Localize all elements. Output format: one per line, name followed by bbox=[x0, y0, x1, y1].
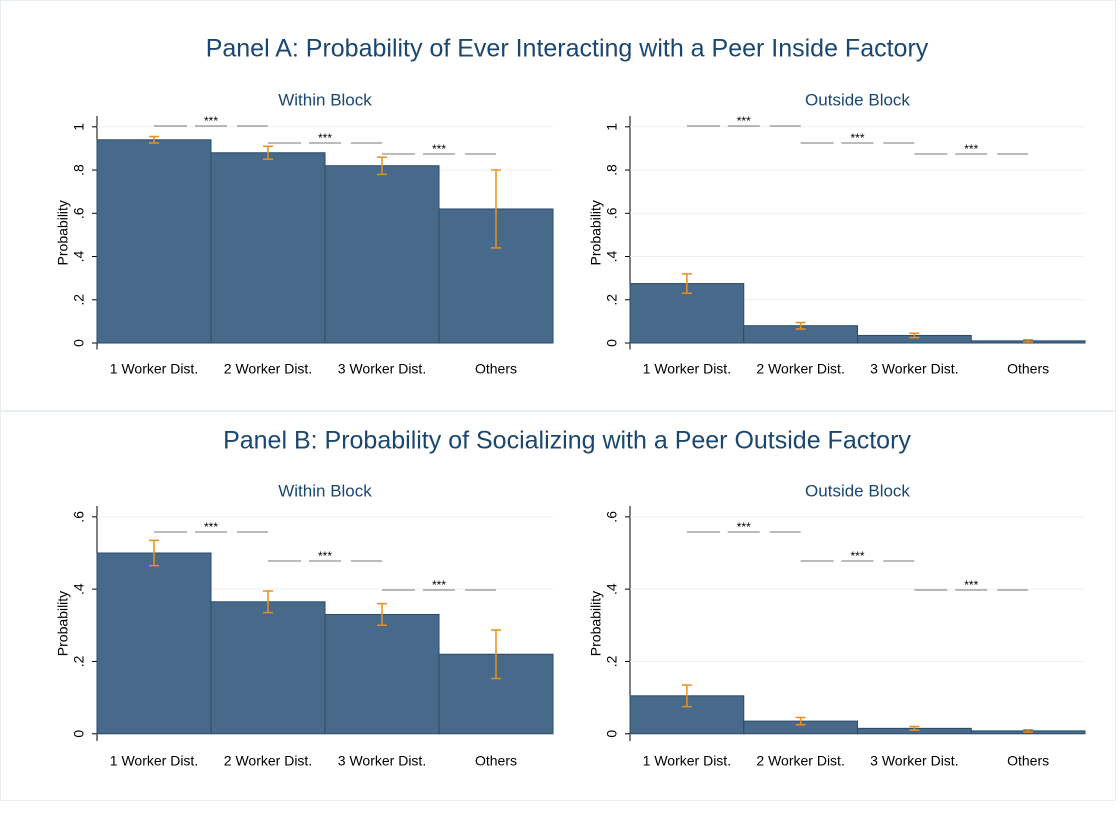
error-bar bbox=[263, 145, 273, 160]
error-bar bbox=[909, 725, 920, 731]
error-bar bbox=[149, 135, 159, 144]
y-axis-label: Probability bbox=[588, 200, 604, 265]
y-tick-label: .6 bbox=[71, 207, 87, 219]
error-bar bbox=[491, 169, 501, 249]
bar bbox=[210, 601, 326, 735]
x-tick-label: 3 Worker Dist. bbox=[870, 361, 958, 377]
y-tick-label: .6 bbox=[71, 511, 87, 523]
x-tick-label: 2 Worker Dist. bbox=[756, 361, 844, 377]
y-tick-label: 0 bbox=[604, 339, 620, 347]
bar bbox=[96, 139, 212, 344]
y-axis-label: Probability bbox=[55, 591, 71, 656]
y-tick-label: .6 bbox=[604, 511, 620, 523]
y-tick-label: .2 bbox=[71, 655, 87, 667]
panel-title: Panel A: Probability of Ever Interacting… bbox=[206, 35, 929, 63]
significance-label: *** bbox=[850, 549, 864, 563]
y-tick-label: .4 bbox=[604, 250, 620, 262]
x-tick-label: 1 Worker Dist. bbox=[110, 361, 198, 377]
x-tick-label: Others bbox=[1007, 753, 1049, 769]
significance-label: *** bbox=[737, 114, 751, 128]
y-tick-label: .8 bbox=[604, 164, 620, 176]
chart-title: Within Block bbox=[278, 481, 372, 500]
significance-label: *** bbox=[204, 520, 218, 534]
x-tick-label: 3 Worker Dist. bbox=[338, 361, 426, 377]
y-tick-label: .2 bbox=[604, 655, 620, 667]
significance-label: *** bbox=[964, 578, 978, 592]
error-bar bbox=[795, 321, 806, 330]
y-tick-label: 1 bbox=[604, 123, 620, 131]
y-tick-label: .6 bbox=[604, 207, 620, 219]
bar bbox=[210, 152, 326, 344]
y-tick-label: 0 bbox=[71, 339, 87, 347]
panel-title: Panel B: Probability of Socializing with… bbox=[223, 427, 911, 455]
y-tick-label: .4 bbox=[604, 583, 620, 595]
significance-label: *** bbox=[432, 142, 446, 156]
y-axis-label: Probability bbox=[55, 200, 71, 265]
y-tick-label: .4 bbox=[71, 583, 87, 595]
y-tick-label: 1 bbox=[71, 123, 87, 131]
bar bbox=[324, 165, 440, 344]
bar bbox=[324, 613, 440, 735]
y-tick-label: .2 bbox=[71, 294, 87, 306]
significance-label: *** bbox=[432, 578, 446, 592]
x-tick-label: 1 Worker Dist. bbox=[643, 753, 731, 769]
error-bar bbox=[377, 602, 387, 627]
y-axis-label: Probability bbox=[588, 591, 604, 656]
chart-title: Outside Block bbox=[805, 481, 910, 500]
y-tick-label: 0 bbox=[71, 730, 87, 738]
y-tick-label: .8 bbox=[71, 164, 87, 176]
significance-label: *** bbox=[737, 520, 751, 534]
y-tick-label: .4 bbox=[71, 250, 87, 262]
chart-title: Outside Block bbox=[805, 90, 910, 109]
x-tick-label: Others bbox=[1007, 361, 1049, 377]
x-tick-label: 2 Worker Dist. bbox=[224, 361, 312, 377]
error-bar bbox=[681, 684, 692, 708]
bar bbox=[96, 552, 212, 735]
x-tick-label: 2 Worker Dist. bbox=[756, 753, 844, 769]
error-bar bbox=[491, 629, 501, 680]
error-bar bbox=[909, 332, 920, 339]
x-tick-label: 3 Worker Dist. bbox=[338, 753, 426, 769]
error-bar bbox=[795, 716, 806, 726]
error-bar bbox=[1023, 729, 1034, 733]
y-tick-label: .2 bbox=[604, 294, 620, 306]
significance-label: *** bbox=[850, 131, 864, 145]
x-tick-label: 1 Worker Dist. bbox=[643, 361, 731, 377]
y-tick-label: 0 bbox=[604, 730, 620, 738]
x-tick-label: Others bbox=[475, 361, 517, 377]
significance-label: *** bbox=[204, 114, 218, 128]
error-bar bbox=[1023, 339, 1034, 343]
chart-title: Within Block bbox=[278, 90, 372, 109]
error-bar bbox=[263, 590, 273, 614]
bar bbox=[629, 283, 745, 344]
significance-label: *** bbox=[964, 142, 978, 156]
x-tick-label: 1 Worker Dist. bbox=[110, 753, 198, 769]
x-tick-label: Others bbox=[475, 753, 517, 769]
x-tick-label: 2 Worker Dist. bbox=[224, 753, 312, 769]
error-bar bbox=[149, 539, 159, 567]
significance-label: *** bbox=[318, 131, 332, 145]
error-bar bbox=[377, 156, 387, 176]
x-tick-label: 3 Worker Dist. bbox=[870, 753, 958, 769]
error-bar bbox=[681, 273, 692, 295]
significance-label: *** bbox=[318, 549, 332, 563]
